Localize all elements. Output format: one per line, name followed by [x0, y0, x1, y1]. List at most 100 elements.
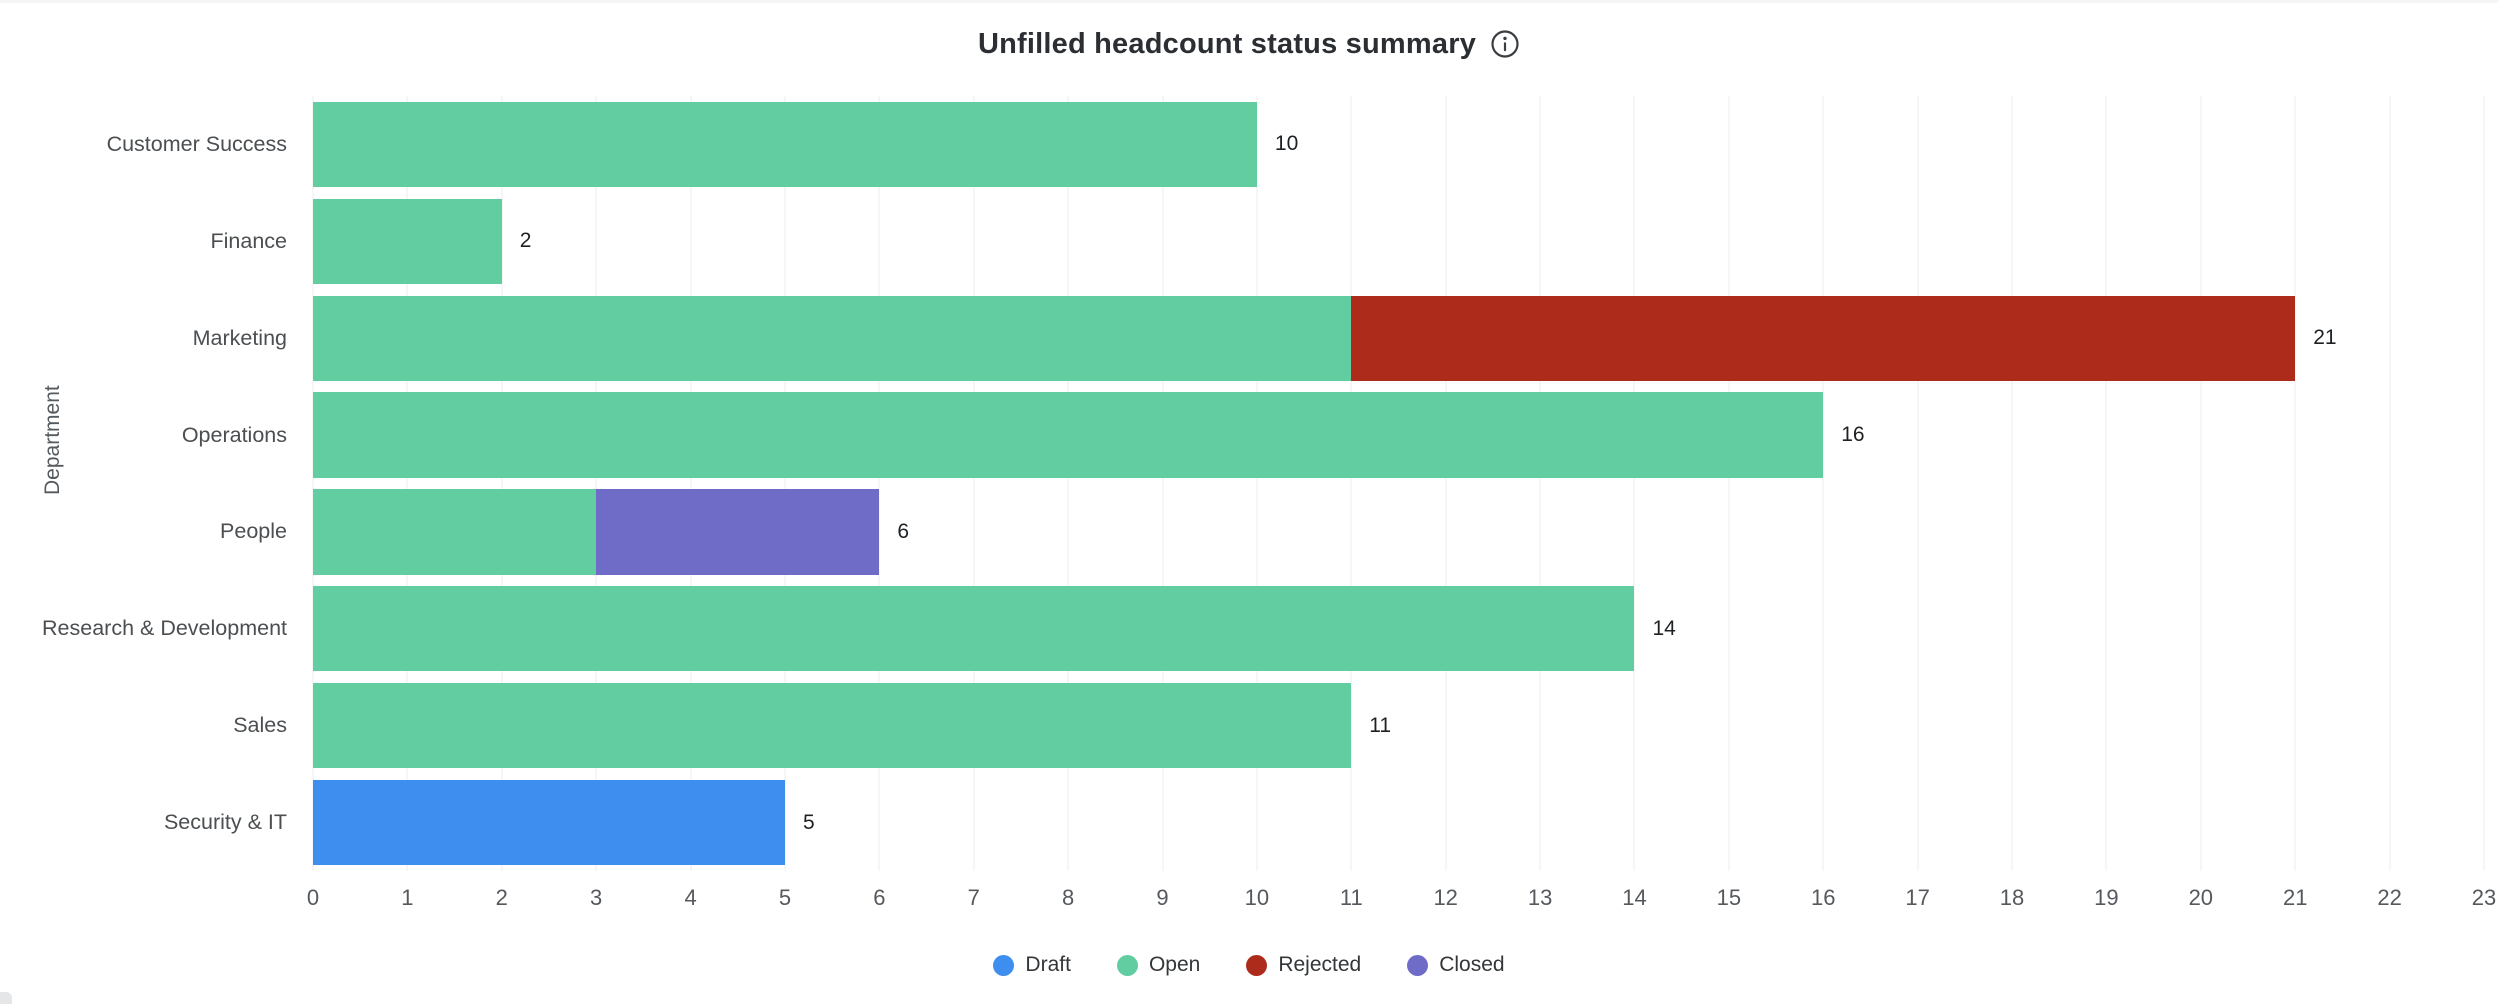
legend-item-open[interactable]: Open: [1116, 953, 1201, 977]
bar-value-label: 16: [1841, 423, 1865, 447]
bar-row: 21: [313, 290, 2484, 387]
grid-line: [878, 96, 880, 871]
bar-row: 5: [313, 774, 2484, 871]
y-axis-category-label: Research & Development: [42, 616, 287, 641]
bar-value-label: 5: [802, 810, 815, 834]
bar-row: 14: [313, 580, 2484, 677]
x-tick-label: 0: [306, 885, 320, 910]
grid-line: [1256, 96, 1258, 871]
x-tick-label: 4: [684, 885, 697, 910]
x-tick-label: 21: [2282, 885, 2308, 910]
bar-track: 6: [313, 489, 2484, 575]
x-tick-label: 23: [2471, 885, 2497, 910]
bar-row: 16: [313, 387, 2484, 484]
y-axis-category-label: Sales: [233, 713, 287, 738]
x-tick-label: 3: [590, 885, 603, 910]
x-tick-label: 17: [1905, 885, 1930, 910]
bar-track: 2: [313, 198, 2484, 284]
grid-line: [2105, 96, 2107, 871]
bar-track: 10: [313, 101, 2484, 188]
legend-dot-icon: [1246, 954, 1268, 976]
x-tick-label: 13: [1527, 885, 1553, 910]
bar-value-label: 21: [2313, 326, 2337, 350]
grid-line: [1633, 96, 1635, 871]
bar-track: 14: [313, 586, 2484, 672]
y-axis-category-label: Finance: [210, 228, 288, 253]
bar-track: 16: [313, 392, 2484, 478]
bar-segment-closed[interactable]: [596, 489, 880, 575]
grid-line: [1822, 96, 1824, 871]
bar-track: 21: [313, 295, 2484, 381]
grid-line: [1728, 96, 1730, 871]
x-tick-label: 20: [2188, 885, 2214, 910]
bar-segment-open[interactable]: [313, 683, 1352, 769]
grid-line: [406, 96, 408, 871]
grid-line: [501, 96, 503, 871]
chart-title: Unfilled headcount status summary: [977, 27, 1477, 60]
corner-artifact: [0, 992, 12, 1004]
y-axis-category-label: Marketing: [192, 325, 287, 350]
y-axis-category-label: Customer Success: [106, 131, 287, 156]
grid-line: [2011, 96, 2013, 871]
legend-item-closed[interactable]: Closed: [1407, 953, 1505, 977]
legend-label: Open: [1148, 953, 1201, 976]
grid-line: [1350, 96, 1352, 871]
grid-line: [973, 96, 975, 871]
grid-line: [1539, 96, 1541, 871]
bar-value-label: 11: [1369, 713, 1392, 737]
legend-dot-icon: [993, 954, 1015, 976]
legend-item-rejected[interactable]: Rejected: [1246, 953, 1361, 977]
bar-track: 11: [313, 683, 2484, 769]
chart-header: Unfilled headcount status summary: [0, 21, 2498, 67]
x-tick-label: 18: [1999, 885, 2025, 910]
bar-row: 11: [313, 677, 2484, 774]
bar-segment-open[interactable]: [313, 586, 1635, 672]
x-tick-label: 11: [1339, 885, 1363, 910]
y-axis-category-label: Security & IT: [163, 810, 287, 835]
x-tick-label: 16: [1811, 885, 1836, 910]
bar-row: 10: [313, 96, 2484, 193]
legend-dot-icon: [1116, 954, 1138, 976]
bar-value-label: 10: [1274, 132, 1299, 156]
legend-item-draft[interactable]: Draft: [993, 953, 1071, 977]
grid-line: [690, 96, 692, 871]
x-tick-label: 9: [1156, 885, 1169, 910]
info-icon[interactable]: [1490, 29, 1520, 59]
grid-line: [1162, 96, 1164, 871]
grid-line: [2389, 96, 2391, 871]
legend-dot-icon: [1407, 954, 1429, 976]
legend: Draft Open Rejected Closed: [0, 943, 2498, 987]
bar-rows: 10 2 21 16 6 14 11 5: [313, 96, 2484, 871]
x-axis: 0 1 2 3 4 5 6 7 8 9 10 11 12 13 14 15 16 17 18 19 20 21 22 23: [307, 885, 2496, 921]
bar-segment-draft[interactable]: [313, 779, 785, 866]
bar-row: 2: [313, 193, 2484, 290]
y-axis-labels: Customer Success Finance Marketing Operatio…: [0, 96, 287, 871]
bar-value-label: 2: [519, 229, 532, 253]
bar-segment-rejected[interactable]: [1351, 295, 2296, 381]
x-tick-label: 7: [967, 885, 980, 910]
bar-segment-open[interactable]: [313, 295, 1352, 381]
x-tick-label: 5: [778, 885, 792, 910]
bar-value-label: 14: [1652, 616, 1676, 640]
grid-line: [2483, 96, 2485, 871]
legend-label: Rejected: [1278, 953, 1362, 976]
grid-line: [1067, 96, 1069, 871]
bar-segment-open[interactable]: [313, 392, 1824, 478]
grid-line: [312, 96, 314, 871]
x-tick-label: 2: [495, 885, 508, 910]
gridlines: [312, 96, 2485, 871]
grid-line: [2294, 96, 2296, 871]
x-tick-label: 1: [401, 885, 414, 910]
x-tick-label: 14: [1622, 885, 1647, 910]
x-tick-label: 10: [1244, 885, 1270, 910]
bar-segment-open[interactable]: [313, 198, 502, 284]
bar-row: 6: [313, 484, 2484, 581]
bar-segment-open[interactable]: [313, 489, 597, 575]
bar-segment-open[interactable]: [313, 101, 1257, 188]
x-tick-label: 19: [2094, 885, 2119, 910]
y-axis-category-label: Operations: [181, 422, 287, 447]
x-tick-label: 8: [1062, 885, 1075, 910]
x-tick-label: 12: [1433, 885, 1458, 910]
x-tick-label: 15: [1716, 885, 1742, 910]
